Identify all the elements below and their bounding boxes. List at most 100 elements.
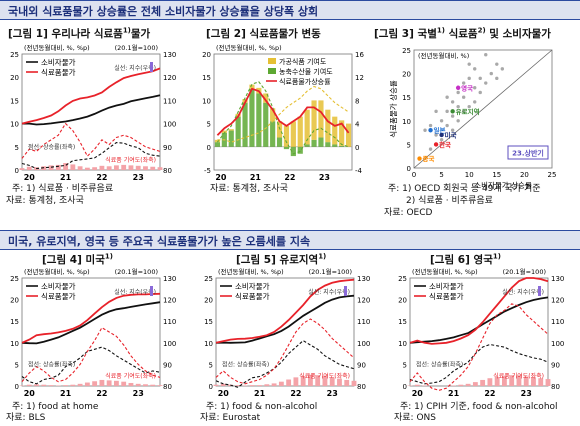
country-point: [417, 156, 422, 161]
x-tick-label: 20: [412, 389, 424, 398]
y-left-tick-label: 10: [10, 121, 19, 129]
contrib-bar: [465, 383, 471, 386]
fig4-chart: 0 5 10 15 20 25 80 90 100 110 120 130 20 21 22 23 (전년동월대…: [10, 267, 176, 398]
x-tick-label: 22: [96, 389, 107, 398]
note-yoy: 점선: 상승률(좌축): [416, 361, 463, 369]
y-left-tick-label: 25: [10, 51, 19, 59]
fig6-title-text: [그림 6] 영국: [430, 254, 493, 266]
x-tick-label: 5: [439, 171, 443, 179]
y-left-tick-label: 25: [10, 275, 19, 283]
yoy-unit-label: (전년동월대비, %, %p): [216, 43, 282, 52]
contrib-bar: [70, 164, 76, 170]
contrib-bar: [329, 377, 335, 386]
scatter-point: [473, 67, 477, 71]
contrib-bar: [143, 166, 148, 170]
fig2-chart: -5 0 5 10 15 20 -4 0 4 8 12 16 20 21 22 23 (전년동월대비, %, %…: [202, 43, 364, 182]
scatter-point: [489, 71, 493, 76]
agri-bar: [276, 137, 283, 147]
proc-bar: [270, 108, 276, 122]
country-point: [455, 85, 461, 90]
fig1-title-sup: 1): [122, 26, 131, 35]
fig3-source: 자료: OECD: [384, 208, 433, 218]
y-right-tick-label: 130: [551, 275, 564, 283]
food-index-line: [215, 278, 355, 344]
contrib-bar: [315, 375, 321, 386]
note-yoy: 점선: 상승률(좌축): [28, 143, 75, 151]
y-left-tick-label: 15: [202, 74, 211, 82]
x-tick-label: 22: [284, 173, 295, 182]
country-label: 미국: [445, 130, 457, 139]
contrib-bar: [472, 382, 478, 386]
agri-bar: [339, 145, 345, 147]
fig1-title-suffix: 물가: [130, 28, 151, 40]
y-tick-label: 25: [402, 47, 411, 55]
fig6-note: 주: 1) CPIH 기준, food & non-alcohol: [400, 402, 558, 412]
scatter-point: [500, 67, 505, 71]
fig1-note: 주: 1) 식료품 · 비주류음료: [12, 184, 114, 194]
y-right-tick-label: 100: [163, 340, 176, 348]
y-tick-label: 20: [402, 71, 411, 79]
scatter-point: [478, 90, 482, 95]
contrib-bar: [55, 164, 61, 170]
index-unit-label: (20.1월=100): [309, 267, 352, 276]
y-left-tick-label: 15: [398, 318, 407, 326]
scatter-point: [461, 95, 466, 99]
highlight-arrow: [150, 286, 153, 296]
fig3-title-sup2: 2): [477, 26, 486, 35]
agri-bar: [228, 130, 234, 147]
x-tick-label: 22: [96, 173, 107, 182]
fig3-title-mid: 식료품: [444, 28, 478, 40]
fig3-note2: 2) 식료품 · 비주류음료: [406, 196, 493, 206]
x-tick-label: 20: [520, 171, 529, 179]
agri-dashed-line: [216, 81, 349, 155]
fig5-title-text: [그림 5] 유로지역: [236, 254, 319, 266]
index-unit-label: (20.1월=100): [503, 267, 546, 276]
scatter-point: [456, 104, 460, 109]
contrib-bar: [150, 384, 156, 386]
x-tick-label: 22: [484, 389, 495, 398]
agri-bar: [325, 142, 331, 147]
contrib-bar: [106, 166, 112, 170]
y-right-tick-label: 110: [163, 97, 176, 105]
contrib-bar: [128, 382, 134, 386]
contrib-bar: [308, 374, 313, 386]
legend-cpi-label: 소비자물가: [429, 282, 464, 291]
y-left-tick-label: 15: [10, 318, 19, 326]
proc-bar: [325, 109, 331, 143]
proc-bar: [332, 116, 338, 145]
y-right-tick-label: 120: [357, 297, 370, 305]
contrib-bar: [77, 166, 83, 170]
x-tick-label: 21: [448, 389, 460, 398]
legend-food-label: 식료품물가: [235, 292, 270, 301]
note-level: 실선: 지수(우축): [114, 64, 156, 72]
scatter-point: [428, 123, 433, 128]
y-right-tick-label: 80: [551, 383, 560, 391]
contrib-bar: [135, 165, 141, 170]
x-tick-label: 25: [548, 171, 557, 179]
scatter-point: [467, 76, 471, 81]
x-tick-label: 21: [250, 173, 262, 182]
headline-2: 미국, 유로지역, 영국 등 주요국 식료품물가가 높은 오름세를 지속: [8, 235, 311, 248]
x-tick-label: 21: [60, 389, 72, 398]
scatter-point: [461, 81, 466, 85]
scatter-point: [445, 95, 449, 99]
plot-frame: [413, 49, 553, 169]
y-left-tick-label: 5: [15, 144, 19, 152]
agri-bar: [263, 102, 269, 147]
scatter-point: [478, 76, 482, 81]
plot-frame: [21, 53, 161, 171]
y-left-tick-label: -5: [204, 167, 211, 175]
scatter-point: [495, 76, 499, 81]
contrib-bar: [502, 376, 507, 386]
y-left-tick-label: 10: [204, 340, 213, 348]
y-tick-label: 5: [407, 141, 411, 149]
fig1-source: 자료: 통계청, 조사국: [6, 196, 84, 206]
contrib-bar: [494, 376, 500, 386]
agri-bar: [290, 146, 296, 157]
proc-dashed-line: [217, 85, 349, 143]
y-left-tick-label: 5: [15, 361, 19, 369]
contrib-bar: [92, 167, 98, 170]
y-left-tick-label: 20: [202, 51, 211, 59]
y-right-tick-label: 100: [357, 340, 370, 348]
fig1-title: [그림 1] 우리나라 식료품1)물가: [8, 26, 150, 41]
